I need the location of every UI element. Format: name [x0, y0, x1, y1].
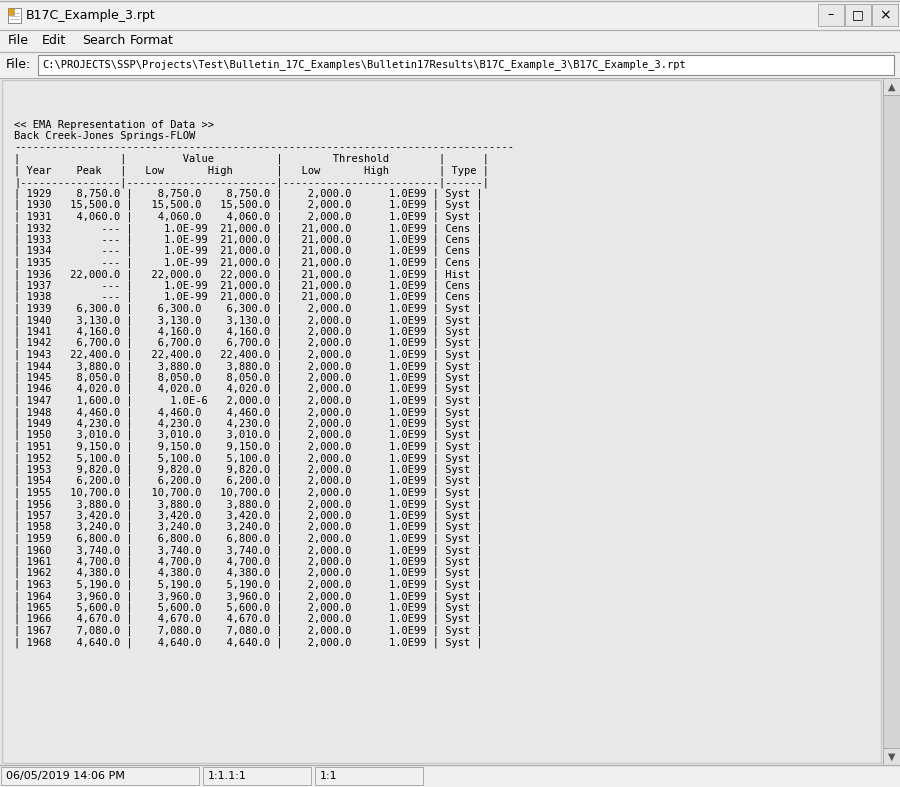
- Text: | 1964    3,960.0 |    3,960.0    3,960.0 |    2,000.0      1.0E99 | Syst |: | 1964 3,960.0 | 3,960.0 3,960.0 | 2,000…: [14, 591, 482, 601]
- Text: | 1932        --- |     1.0E-99  21,000.0 |   21,000.0      1.0E99 | Cens |: | 1932 --- | 1.0E-99 21,000.0 | 21,000.0…: [14, 223, 482, 234]
- Text: | Year    Peak   |   Low       High       |   Low       High        | Type |: | Year Peak | Low High | Low High | Type…: [14, 165, 489, 176]
- Bar: [1, 767, 199, 785]
- Text: | 1962    4,380.0 |    4,380.0    4,380.0 |    2,000.0      1.0E99 | Syst |: | 1962 4,380.0 | 4,380.0 4,380.0 | 2,000…: [14, 568, 482, 578]
- Text: | 1966    4,670.0 |    4,670.0    4,670.0 |    2,000.0      1.0E99 | Syst |: | 1966 4,670.0 | 4,670.0 4,670.0 | 2,000…: [14, 614, 482, 625]
- Bar: [0, 52, 900, 78]
- Bar: [0, 30, 900, 52]
- Text: 1:1.1:1: 1:1.1:1: [208, 771, 247, 781]
- Text: | 1958    3,240.0 |    3,240.0    3,240.0 |    2,000.0      1.0E99 | Syst |: | 1958 3,240.0 | 3,240.0 3,240.0 | 2,000…: [14, 522, 482, 533]
- Text: --------------------------------------------------------------------------------: ----------------------------------------…: [14, 142, 514, 153]
- Text: | 1938        --- |     1.0E-99  21,000.0 |   21,000.0      1.0E99 | Cens |: | 1938 --- | 1.0E-99 21,000.0 | 21,000.0…: [14, 292, 482, 302]
- Text: | 1960    3,740.0 |    3,740.0    3,740.0 |    2,000.0      1.0E99 | Syst |: | 1960 3,740.0 | 3,740.0 3,740.0 | 2,000…: [14, 545, 482, 556]
- Text: File:: File:: [6, 58, 32, 72]
- Bar: [872, 4, 898, 26]
- Text: | 1945    8,050.0 |    8,050.0    8,050.0 |    2,000.0      1.0E99 | Syst |: | 1945 8,050.0 | 8,050.0 8,050.0 | 2,000…: [14, 372, 482, 383]
- Bar: [315, 767, 423, 785]
- Text: | 1929    8,750.0 |    8,750.0    8,750.0 |    2,000.0      1.0E99 | Syst |: | 1929 8,750.0 | 8,750.0 8,750.0 | 2,000…: [14, 189, 482, 199]
- Text: Format: Format: [130, 35, 174, 47]
- Text: –: –: [828, 9, 834, 21]
- Text: | 1947    1,600.0 |      1.0E-6   2,000.0 |    2,000.0      1.0E99 | Syst |: | 1947 1,600.0 | 1.0E-6 2,000.0 | 2,000.…: [14, 396, 482, 406]
- Text: Search: Search: [82, 35, 125, 47]
- Text: | 1935        --- |     1.0E-99  21,000.0 |   21,000.0      1.0E99 | Cens |: | 1935 --- | 1.0E-99 21,000.0 | 21,000.0…: [14, 257, 482, 268]
- Text: | 1943   22,400.0 |   22,400.0   22,400.0 |    2,000.0      1.0E99 | Syst |: | 1943 22,400.0 | 22,400.0 22,400.0 | 2,…: [14, 349, 482, 360]
- Bar: [203, 767, 311, 785]
- Text: | 1952    5,100.0 |    5,100.0    5,100.0 |    2,000.0      1.0E99 | Syst |: | 1952 5,100.0 | 5,100.0 5,100.0 | 2,000…: [14, 453, 482, 464]
- Text: | 1936   22,000.0 |   22,000.0   22,000.0 |   21,000.0      1.0E99 | Hist |: | 1936 22,000.0 | 22,000.0 22,000.0 | 21…: [14, 269, 482, 279]
- Text: | 1944    3,880.0 |    3,880.0    3,880.0 |    2,000.0      1.0E99 | Syst |: | 1944 3,880.0 | 3,880.0 3,880.0 | 2,000…: [14, 361, 482, 371]
- Text: ▼: ▼: [887, 752, 896, 762]
- Text: ×: ×: [879, 8, 891, 22]
- Bar: [0, 78, 900, 765]
- Bar: [883, 78, 900, 95]
- Text: ▲: ▲: [887, 82, 896, 91]
- Bar: [883, 78, 900, 765]
- Bar: [8, 8, 14, 15]
- Text: | 1965    5,600.0 |    5,600.0    5,600.0 |    2,000.0      1.0E99 | Syst |: | 1965 5,600.0 | 5,600.0 5,600.0 | 2,000…: [14, 603, 482, 613]
- Text: | 1937        --- |     1.0E-99  21,000.0 |   21,000.0      1.0E99 | Cens |: | 1937 --- | 1.0E-99 21,000.0 | 21,000.0…: [14, 280, 482, 291]
- Text: | 1942    6,700.0 |    6,700.0    6,700.0 |    2,000.0      1.0E99 | Syst |: | 1942 6,700.0 | 6,700.0 6,700.0 | 2,000…: [14, 338, 482, 349]
- Text: Back Creek-Jones Springs-FLOW: Back Creek-Jones Springs-FLOW: [14, 131, 195, 141]
- Text: | 1961    4,700.0 |    4,700.0    4,700.0 |    2,000.0      1.0E99 | Syst |: | 1961 4,700.0 | 4,700.0 4,700.0 | 2,000…: [14, 556, 482, 567]
- Text: | 1959    6,800.0 |    6,800.0    6,800.0 |    2,000.0      1.0E99 | Syst |: | 1959 6,800.0 | 6,800.0 6,800.0 | 2,000…: [14, 534, 482, 544]
- Text: | 1939    6,300.0 |    6,300.0    6,300.0 |    2,000.0      1.0E99 | Syst |: | 1939 6,300.0 | 6,300.0 6,300.0 | 2,000…: [14, 304, 482, 314]
- Text: 06/05/2019 14:06 PM: 06/05/2019 14:06 PM: [6, 771, 125, 781]
- Text: | 1963    5,190.0 |    5,190.0    5,190.0 |    2,000.0      1.0E99 | Syst |: | 1963 5,190.0 | 5,190.0 5,190.0 | 2,000…: [14, 579, 482, 590]
- Text: | 1953    9,820.0 |    9,820.0    9,820.0 |    2,000.0      1.0E99 | Syst |: | 1953 9,820.0 | 9,820.0 9,820.0 | 2,000…: [14, 464, 482, 475]
- Text: | 1940    3,130.0 |    3,130.0    3,130.0 |    2,000.0      1.0E99 | Syst |: | 1940 3,130.0 | 3,130.0 3,130.0 | 2,000…: [14, 315, 482, 326]
- Text: | 1949    4,230.0 |    4,230.0    4,230.0 |    2,000.0      1.0E99 | Syst |: | 1949 4,230.0 | 4,230.0 4,230.0 | 2,000…: [14, 419, 482, 429]
- Text: B17C_Example_3.rpt: B17C_Example_3.rpt: [26, 9, 156, 21]
- Text: | 1954    6,200.0 |    6,200.0    6,200.0 |    2,000.0      1.0E99 | Syst |: | 1954 6,200.0 | 6,200.0 6,200.0 | 2,000…: [14, 476, 482, 486]
- Text: | 1930   15,500.0 |   15,500.0   15,500.0 |    2,000.0      1.0E99 | Syst |: | 1930 15,500.0 | 15,500.0 15,500.0 | 2,…: [14, 200, 482, 210]
- Text: □: □: [852, 9, 864, 21]
- Bar: [818, 4, 844, 26]
- Bar: [2, 80, 881, 763]
- Bar: [0, 765, 900, 787]
- Bar: [845, 4, 871, 26]
- Text: | 1941    4,160.0 |    4,160.0    4,160.0 |    2,000.0      1.0E99 | Syst |: | 1941 4,160.0 | 4,160.0 4,160.0 | 2,000…: [14, 327, 482, 337]
- Text: |----------------|------------------------|-------------------------|------|: |----------------|----------------------…: [14, 177, 489, 187]
- Bar: [0, 0, 900, 30]
- Text: | 1955   10,700.0 |   10,700.0   10,700.0 |    2,000.0      1.0E99 | Syst |: | 1955 10,700.0 | 10,700.0 10,700.0 | 2,…: [14, 487, 482, 498]
- Text: | 1931    4,060.0 |    4,060.0    4,060.0 |    2,000.0      1.0E99 | Syst |: | 1931 4,060.0 | 4,060.0 4,060.0 | 2,000…: [14, 212, 482, 222]
- Text: | 1951    9,150.0 |    9,150.0    9,150.0 |    2,000.0      1.0E99 | Syst |: | 1951 9,150.0 | 9,150.0 9,150.0 | 2,000…: [14, 442, 482, 452]
- Text: |                |         Value          |        Threshold        |      |: | | Value | Threshold | |: [14, 154, 489, 164]
- Bar: [38, 55, 894, 75]
- Text: | 1968    4,640.0 |    4,640.0    4,640.0 |    2,000.0      1.0E99 | Syst |: | 1968 4,640.0 | 4,640.0 4,640.0 | 2,000…: [14, 637, 482, 648]
- Bar: [883, 748, 900, 765]
- Text: 1:1: 1:1: [320, 771, 338, 781]
- Text: File: File: [8, 35, 29, 47]
- Text: C:\PROJECTS\SSP\Projects\Test\Bulletin_17C_Examples\Bulletin17Results\B17C_Examp: C:\PROJECTS\SSP\Projects\Test\Bulletin_1…: [42, 60, 686, 71]
- Text: | 1933        --- |     1.0E-99  21,000.0 |   21,000.0      1.0E99 | Cens |: | 1933 --- | 1.0E-99 21,000.0 | 21,000.0…: [14, 235, 482, 245]
- Text: | 1946    4,020.0 |    4,020.0    4,020.0 |    2,000.0      1.0E99 | Syst |: | 1946 4,020.0 | 4,020.0 4,020.0 | 2,000…: [14, 384, 482, 394]
- Text: | 1957    3,420.0 |    3,420.0    3,420.0 |    2,000.0      1.0E99 | Syst |: | 1957 3,420.0 | 3,420.0 3,420.0 | 2,000…: [14, 511, 482, 521]
- Bar: [8, 8, 21, 23]
- Text: | 1950    3,010.0 |    3,010.0    3,010.0 |    2,000.0      1.0E99 | Syst |: | 1950 3,010.0 | 3,010.0 3,010.0 | 2,000…: [14, 430, 482, 441]
- Text: | 1956    3,880.0 |    3,880.0    3,880.0 |    2,000.0      1.0E99 | Syst |: | 1956 3,880.0 | 3,880.0 3,880.0 | 2,000…: [14, 499, 482, 509]
- Text: Edit: Edit: [42, 35, 67, 47]
- Text: << EMA Representation of Data >>: << EMA Representation of Data >>: [14, 120, 214, 130]
- Text: | 1967    7,080.0 |    7,080.0    7,080.0 |    2,000.0      1.0E99 | Syst |: | 1967 7,080.0 | 7,080.0 7,080.0 | 2,000…: [14, 626, 482, 636]
- Text: | 1948    4,460.0 |    4,460.0    4,460.0 |    2,000.0      1.0E99 | Syst |: | 1948 4,460.0 | 4,460.0 4,460.0 | 2,000…: [14, 407, 482, 417]
- Text: | 1934        --- |     1.0E-99  21,000.0 |   21,000.0      1.0E99 | Cens |: | 1934 --- | 1.0E-99 21,000.0 | 21,000.0…: [14, 246, 482, 257]
